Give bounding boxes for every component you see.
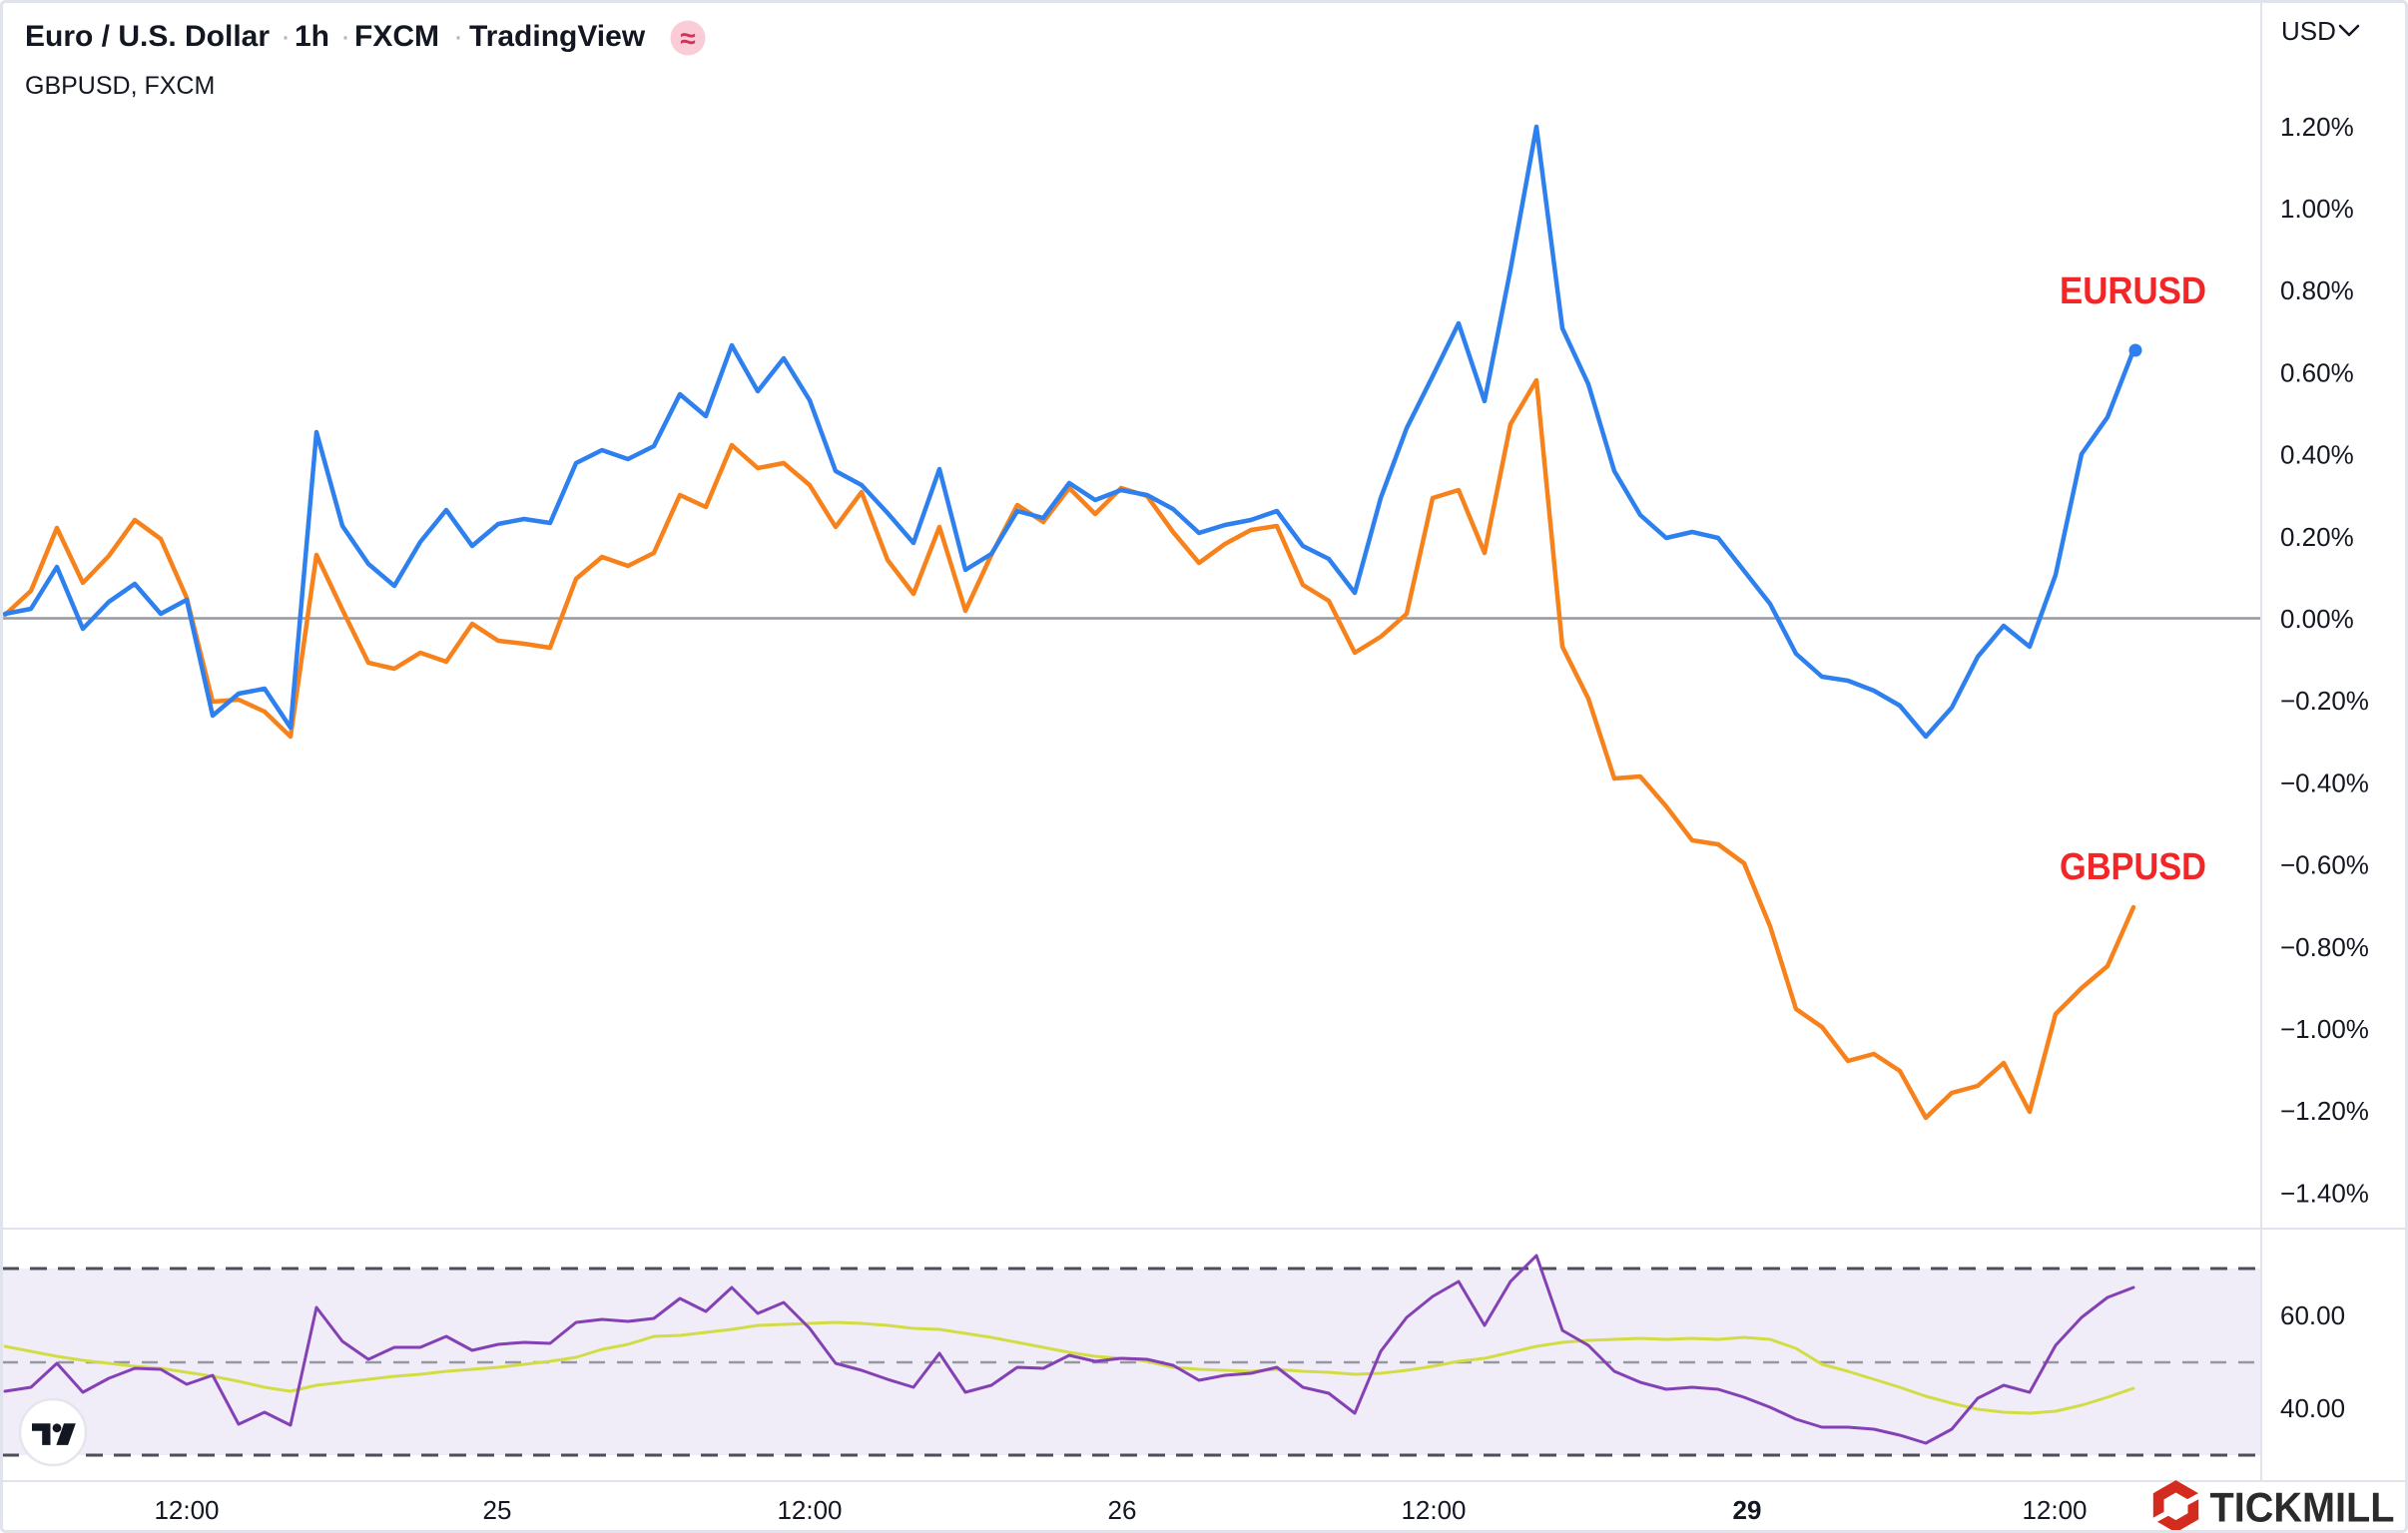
svg-text:−1.40%: −1.40%	[2280, 1178, 2369, 1208]
svg-text:12:00: 12:00	[154, 1495, 219, 1525]
svg-text:·: ·	[453, 20, 463, 53]
svg-text:·: ·	[281, 20, 291, 53]
svg-text:1.20%: 1.20%	[2280, 112, 2354, 142]
svg-text:29: 29	[1733, 1495, 1762, 1525]
svg-text:−1.00%: −1.00%	[2280, 1014, 2369, 1044]
svg-text:26: 26	[1108, 1495, 1137, 1525]
svg-text:0.80%: 0.80%	[2280, 275, 2354, 305]
svg-text:0.60%: 0.60%	[2280, 357, 2354, 387]
svg-text:60.00: 60.00	[2280, 1300, 2345, 1330]
svg-text:≈: ≈	[680, 23, 695, 54]
svg-text:GBPUSD, FXCM: GBPUSD, FXCM	[25, 72, 215, 100]
svg-text:1h: 1h	[295, 20, 329, 53]
svg-text:−0.60%: −0.60%	[2280, 850, 2369, 880]
svg-text:12:00: 12:00	[2022, 1495, 2087, 1525]
svg-text:0.00%: 0.00%	[2280, 604, 2354, 634]
svg-text:−0.80%: −0.80%	[2280, 932, 2369, 962]
svg-text:EURUSD: EURUSD	[2060, 270, 2206, 312]
svg-text:TICKMILL: TICKMILL	[2210, 1484, 2395, 1531]
svg-text:1.00%: 1.00%	[2280, 194, 2354, 224]
svg-text:−0.40%: −0.40%	[2280, 767, 2369, 797]
svg-text:·: ·	[340, 20, 350, 53]
svg-text:25: 25	[483, 1495, 512, 1525]
svg-text:GBPUSD: GBPUSD	[2060, 846, 2206, 888]
svg-text:FXCM: FXCM	[354, 20, 439, 53]
svg-text:−1.20%: −1.20%	[2280, 1096, 2369, 1126]
svg-text:0.20%: 0.20%	[2280, 522, 2354, 552]
svg-text:TradingView: TradingView	[469, 20, 646, 53]
svg-text:0.40%: 0.40%	[2280, 440, 2354, 470]
svg-text:−0.20%: −0.20%	[2280, 686, 2369, 716]
svg-text:12:00: 12:00	[777, 1495, 842, 1525]
svg-text:40.00: 40.00	[2280, 1393, 2345, 1423]
svg-text:12:00: 12:00	[1401, 1495, 1466, 1525]
svg-text:Euro / U.S. Dollar: Euro / U.S. Dollar	[25, 20, 270, 53]
svg-text:USD: USD	[2281, 16, 2336, 46]
